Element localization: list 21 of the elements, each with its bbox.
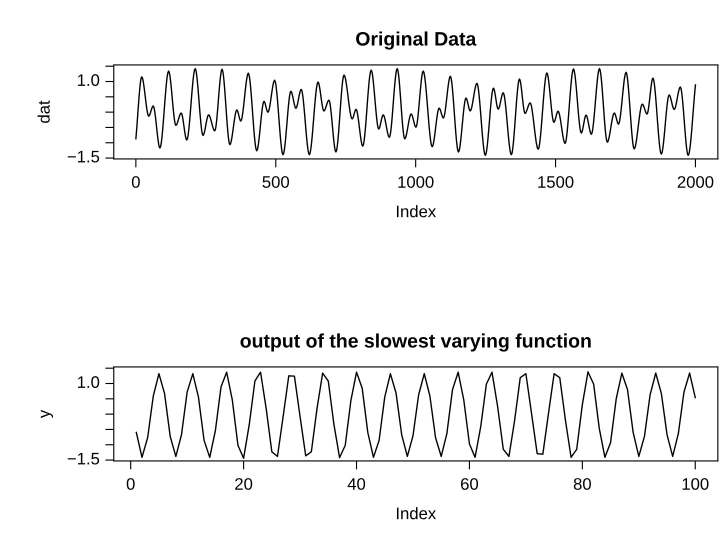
x-tick-label: 1500: [538, 176, 574, 188]
x-tick-label: 500: [262, 176, 290, 188]
x-tick-label: 0: [132, 176, 140, 188]
x-tick-label: 2000: [678, 176, 714, 188]
y-tick-label: −1.5: [68, 452, 100, 465]
x-tick-label: 60: [461, 478, 478, 490]
y-tick-label: 1.0: [78, 74, 100, 86]
y-tick-label: 1.0: [78, 376, 100, 388]
x-axis-title: Index: [396, 507, 436, 520]
chart-title: output of the slowest varying function: [240, 333, 591, 352]
x-axis-title: Index: [396, 205, 436, 218]
x-tick-label: 0: [126, 478, 135, 490]
y-tick-label: −1.5: [68, 150, 100, 163]
x-tick-label: 80: [574, 478, 591, 490]
chart-title: Original Data: [356, 31, 476, 50]
x-tick-label: 1000: [398, 176, 434, 188]
y-axis-title: dat: [38, 100, 50, 123]
y-axis-title: y: [40, 410, 54, 418]
x-tick-label: 100: [682, 478, 709, 490]
x-tick-label: 20: [235, 478, 252, 490]
x-tick-label: 40: [348, 478, 366, 490]
